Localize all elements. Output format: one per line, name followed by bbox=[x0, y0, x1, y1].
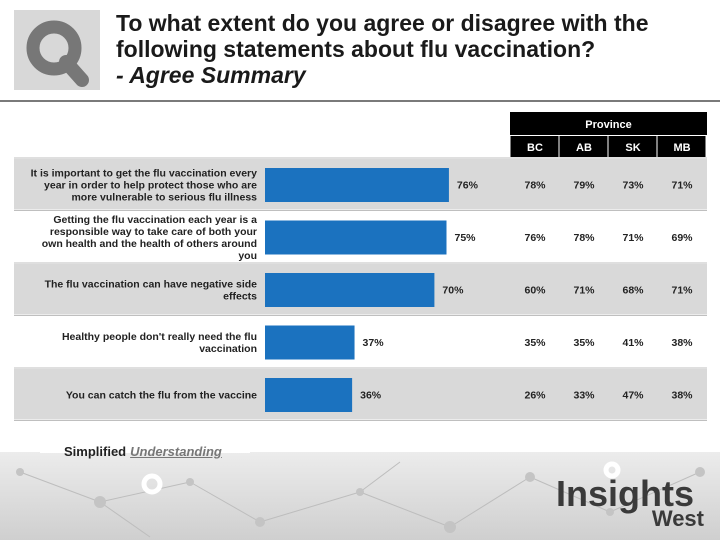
province-header-bg bbox=[510, 112, 707, 135]
province-value: 41% bbox=[622, 337, 644, 349]
column-header-mb: MB bbox=[673, 142, 690, 154]
title-line-2: following statements about flu vaccinati… bbox=[116, 36, 596, 62]
bar-value-label: 75% bbox=[455, 232, 477, 244]
bar-value-label: 76% bbox=[457, 179, 479, 191]
province-value: 71% bbox=[622, 232, 644, 244]
province-value: 33% bbox=[573, 389, 595, 401]
province-value: 38% bbox=[671, 389, 693, 401]
column-header-ab: AB bbox=[576, 142, 592, 154]
province-header: Province bbox=[585, 119, 631, 131]
category-label: Getting the flu vaccination each year is… bbox=[42, 214, 257, 262]
province-value: 76% bbox=[524, 232, 546, 244]
magnifier-logo-icon bbox=[14, 10, 100, 90]
province-value: 71% bbox=[573, 284, 595, 296]
province-value: 35% bbox=[524, 337, 546, 349]
brand-insights: Insights bbox=[556, 473, 694, 514]
agree-summary-chart: Province BC AB SK MB It is important to get … bbox=[14, 112, 707, 421]
footer-network-background bbox=[0, 451, 720, 540]
bar bbox=[265, 168, 449, 202]
province-value: 79% bbox=[573, 179, 595, 191]
table-row bbox=[14, 369, 707, 420]
column-header-bc: BC bbox=[527, 142, 543, 154]
province-value: 60% bbox=[524, 284, 546, 296]
province-value: 73% bbox=[622, 179, 644, 191]
province-value: 69% bbox=[671, 232, 693, 244]
province-value: 71% bbox=[671, 284, 693, 296]
category-label: The flu vaccination can have negative si… bbox=[45, 278, 258, 302]
slide-header: To what extent do you agree or disagree … bbox=[0, 0, 720, 102]
column-header-sk: SK bbox=[625, 142, 640, 154]
province-value: 26% bbox=[524, 389, 546, 401]
province-value: 78% bbox=[524, 179, 546, 191]
bar-value-label: 70% bbox=[442, 284, 464, 296]
tagline-simplified: Simplified bbox=[64, 444, 127, 459]
brand-west: West bbox=[652, 506, 705, 528]
tagline-understanding: Understanding bbox=[130, 444, 222, 459]
title-line-1: To what extent do you agree or disagree … bbox=[116, 10, 649, 36]
bar bbox=[265, 325, 355, 360]
column-header-cell bbox=[657, 136, 706, 157]
province-value: 38% bbox=[671, 337, 693, 349]
province-value: 78% bbox=[573, 232, 595, 244]
bar-value-label: 36% bbox=[360, 389, 382, 401]
page-title: To what extent do you agree or disagree … bbox=[116, 10, 716, 88]
province-value: 71% bbox=[671, 179, 693, 191]
column-header-cell bbox=[559, 136, 608, 157]
title-subtitle: - Agree Summary bbox=[116, 62, 306, 88]
category-label: Healthy people don't really need the flu… bbox=[62, 331, 257, 355]
province-value: 68% bbox=[622, 284, 644, 296]
insights-west-logo: Insights West bbox=[556, 473, 705, 528]
bar bbox=[265, 378, 353, 412]
category-label: You can catch the flu from the vaccine bbox=[66, 389, 257, 401]
province-value: 35% bbox=[573, 337, 595, 349]
bar bbox=[265, 273, 435, 307]
bar-value-label: 37% bbox=[363, 337, 385, 349]
column-header-cell bbox=[510, 136, 559, 157]
bar bbox=[265, 220, 447, 255]
table-row bbox=[14, 316, 707, 367]
column-header-cell bbox=[608, 136, 657, 157]
province-value: 47% bbox=[622, 389, 644, 401]
tagline: Simplified Understanding bbox=[64, 444, 222, 459]
category-label: It is important to get the flu vaccinati… bbox=[31, 167, 258, 203]
